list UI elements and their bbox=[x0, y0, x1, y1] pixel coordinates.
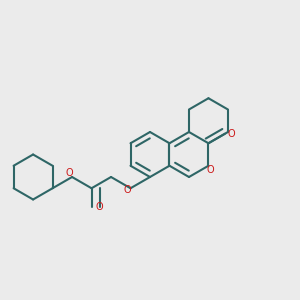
Text: O: O bbox=[228, 129, 236, 139]
Text: O: O bbox=[95, 202, 103, 212]
Text: O: O bbox=[124, 185, 131, 195]
Text: O: O bbox=[66, 168, 74, 178]
Text: O: O bbox=[206, 165, 214, 175]
